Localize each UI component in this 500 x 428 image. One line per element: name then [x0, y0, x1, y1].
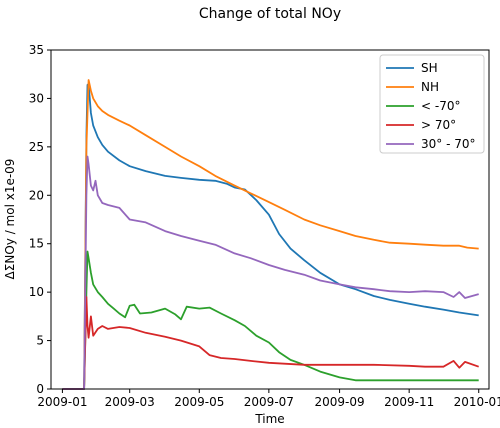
legend: SH NH < -70° > 70° 30° - 70°	[379, 54, 485, 154]
x-axis-label: Time	[254, 412, 284, 426]
y-tick-label: 25	[29, 140, 44, 154]
y-tick-label: 35	[29, 43, 44, 57]
x-tick-label: 2009-01	[37, 395, 87, 409]
legend-label: SH	[421, 61, 438, 75]
x-tick-label: 2009-11	[384, 395, 434, 409]
x-tick-label: 2010-01	[454, 395, 500, 409]
y-tick-label: 10	[29, 285, 44, 299]
series-line-SH	[62, 83, 479, 390]
legend-label: > 70°	[421, 118, 456, 132]
plot-frame	[50, 49, 490, 390]
series-line-NH	[62, 79, 479, 390]
x-tick-label: 2009-09	[315, 395, 365, 409]
y-tick-label: 20	[29, 188, 44, 202]
series-line-< -70°	[62, 250, 479, 390]
y-tick-label: 0	[36, 382, 44, 396]
legend-label: NH	[421, 80, 439, 94]
y-tick-label: 5	[36, 334, 44, 348]
series-line-> 70°	[62, 296, 479, 390]
y-axis-label: ΔΣNOy / mol x1e-09	[3, 159, 17, 280]
chart-title: Change of total NOy	[199, 6, 341, 22]
legend-label: < -70°	[421, 99, 460, 113]
y-axis: 0 5 10 15 20 25 30 35	[29, 43, 51, 396]
y-tick-label: 30	[29, 91, 44, 105]
x-tick-label: 2009-07	[244, 395, 294, 409]
legend-label: 30° - 70°	[421, 137, 476, 151]
series-layer	[62, 79, 479, 390]
y-tick-label: 15	[29, 237, 44, 251]
x-tick-label: 2009-05	[174, 395, 224, 409]
x-axis: 2009-01 2009-03 2009-05 2009-07 2009-09 2009-…	[37, 389, 500, 409]
x-tick-label: 2009-03	[105, 395, 155, 409]
series-line-30° - 70°	[62, 155, 479, 390]
legend-frame	[379, 54, 485, 154]
